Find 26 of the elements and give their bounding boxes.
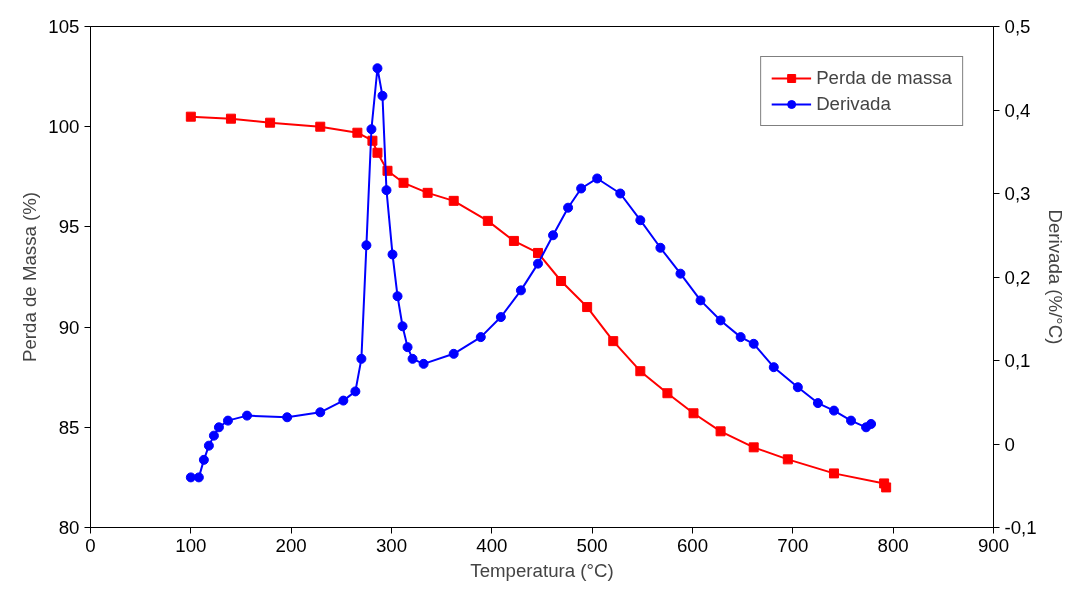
x-tick-label: 400 (476, 534, 508, 556)
x-tick-label: 600 (676, 534, 709, 556)
y2-axis-title: Derivada (%/°C) (1044, 209, 1066, 345)
y2-tick-label: 0,2 (1004, 266, 1031, 288)
y-tick-label: 100 (48, 116, 80, 138)
y2-tick-label: 0,5 (1004, 16, 1031, 37)
y2-tick-label: 0,1 (1004, 350, 1031, 371)
y2-tick-label: 0,4 (1004, 99, 1031, 121)
x-tick-label: 500 (576, 534, 608, 556)
y-tick-label: 90 (58, 316, 80, 338)
y2-tick-label: 0,3 (1004, 183, 1031, 204)
x-tick-label: 700 (777, 534, 809, 556)
y-tick-label: 85 (58, 416, 80, 438)
x-axis-title: Temperatura (°C) (470, 559, 614, 581)
y-tick-label: 105 (48, 16, 80, 37)
y-tick-label: 95 (58, 216, 80, 238)
x-tick-label: 800 (877, 534, 909, 556)
y2-tick-label: 0 (1004, 433, 1015, 455)
y-tick-label: 80 (58, 517, 80, 538)
x-tick-label: 0 (85, 534, 96, 556)
y-axis-title: Perda de Massa (%) (19, 191, 41, 363)
x-tick-label: 200 (275, 534, 307, 556)
x-tick-label: 300 (375, 534, 408, 556)
legend-label: Derivada (816, 93, 891, 115)
legend-label: Perda de massa (816, 67, 952, 89)
x-tick-label: 100 (175, 534, 207, 556)
